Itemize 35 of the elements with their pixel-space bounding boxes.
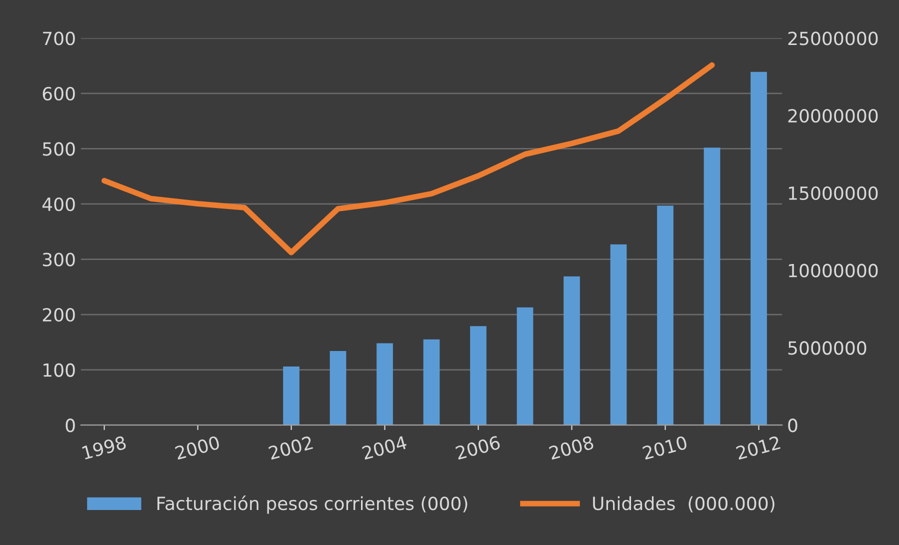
y-tick-label: 0 xyxy=(66,418,75,432)
x-tick-label: 2010 xyxy=(642,435,688,460)
y-tick-label: 200 xyxy=(42,308,75,322)
x-tick-label: 2012 xyxy=(736,436,781,460)
legend-label: Facturación pesos corrientes (000) xyxy=(157,496,468,514)
y2-tick-label: 10000000 xyxy=(788,264,878,278)
y2-tick-label: 20000000 xyxy=(788,109,878,123)
bar xyxy=(423,339,440,426)
bar xyxy=(376,343,393,426)
y2-tick-label: 0 xyxy=(788,418,798,432)
y-tick-label: 600 xyxy=(42,86,75,101)
y-tick-label: 300 xyxy=(42,252,75,266)
y2-tick-label: 5000000 xyxy=(788,341,866,355)
bar xyxy=(283,366,300,426)
bar xyxy=(704,148,720,426)
y-tick-label: 500 xyxy=(42,142,75,156)
x-tick-label: 2006 xyxy=(455,435,501,460)
x-tick-label: 2000 xyxy=(174,435,220,460)
y-tick-label: 400 xyxy=(42,197,75,212)
x-tick-label: 1998 xyxy=(82,435,127,460)
y-tick-label: 100 xyxy=(44,363,75,377)
bar xyxy=(330,351,346,426)
bar xyxy=(516,307,534,426)
y-tick-label: 700 xyxy=(43,32,75,46)
bar xyxy=(470,326,486,426)
x-tick-label: 2002 xyxy=(268,436,314,460)
legend-label: Unidades (000.000) xyxy=(593,496,774,512)
x-tick-label: 2008 xyxy=(548,435,594,460)
y2-tick-label: 25000000 xyxy=(788,32,878,46)
bar xyxy=(564,276,580,426)
bar xyxy=(750,72,767,426)
bar xyxy=(610,244,627,426)
y2-tick-label: 15000000 xyxy=(788,186,878,200)
bar xyxy=(657,206,674,426)
x-tick-label: 2004 xyxy=(362,435,408,460)
